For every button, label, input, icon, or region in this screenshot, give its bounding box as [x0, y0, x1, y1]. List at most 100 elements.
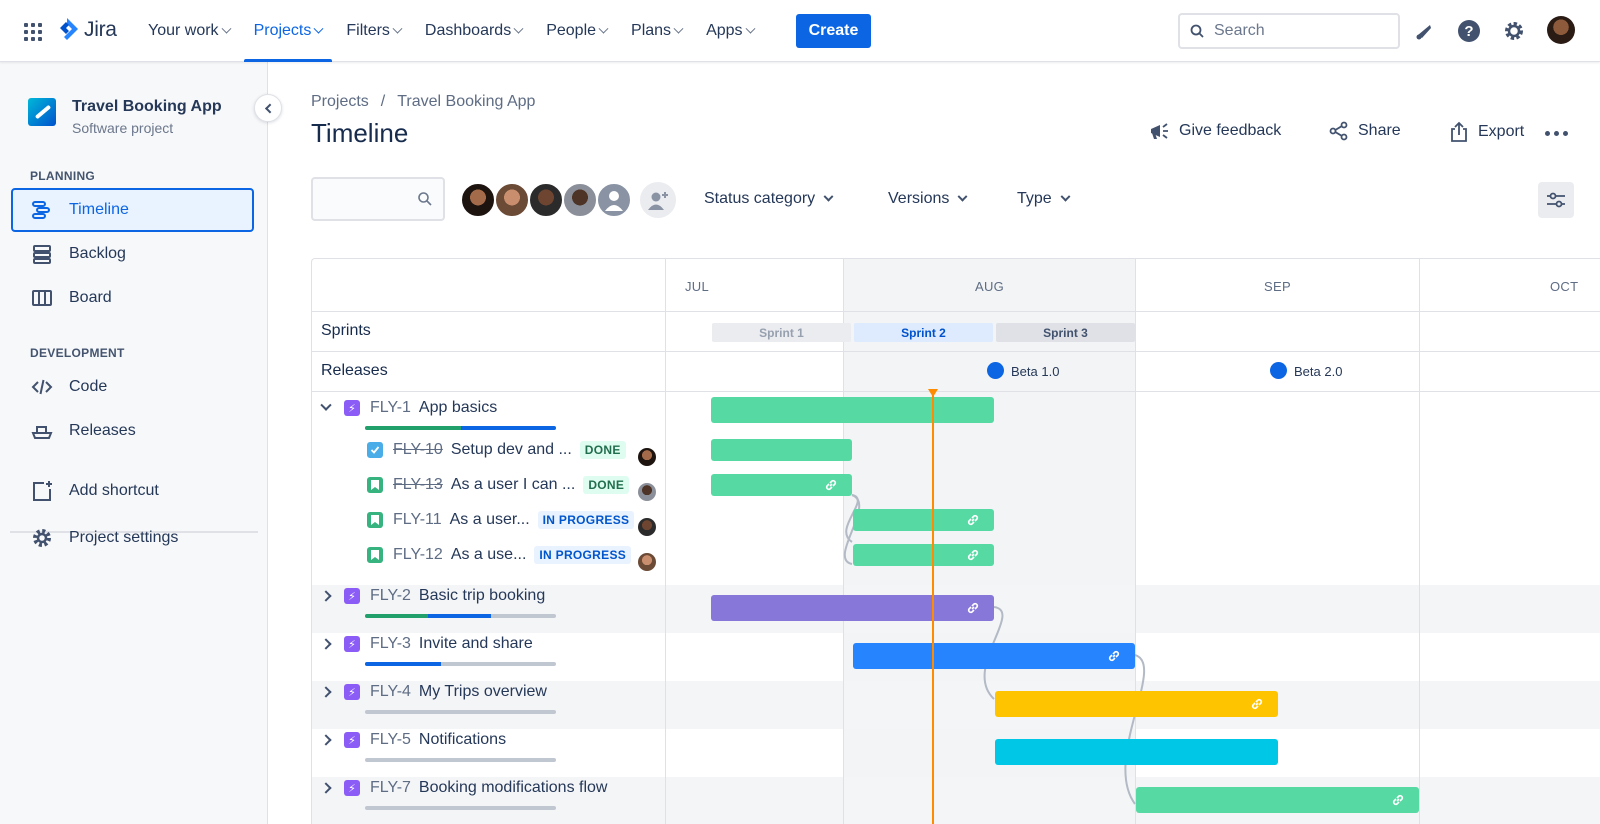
sidebar-item-releases[interactable]: Releases — [11, 409, 254, 453]
avatar[interactable] — [528, 182, 564, 218]
sprint-chip[interactable]: Sprint 3 — [996, 323, 1135, 342]
sprint-chip[interactable]: Sprint 2 — [854, 323, 993, 342]
assignee-avatar[interactable] — [638, 483, 656, 501]
assignee-avatar[interactable] — [638, 553, 656, 571]
sidebar-item-add-shortcut[interactable]: Add shortcut — [11, 469, 254, 513]
search-input[interactable] — [1214, 22, 1384, 40]
issue-row-fly-4[interactable]: ⚡ FLY-4 My Trips overview — [320, 683, 547, 701]
release-marker-icon[interactable] — [1270, 362, 1287, 379]
search-icon — [418, 192, 432, 206]
assignee-avatar[interactable] — [638, 448, 656, 466]
nav-filters[interactable]: Filters — [334, 0, 413, 62]
issue-row-fly-5[interactable]: ⚡ FLY-5 Notifications — [320, 731, 507, 749]
timeline-search-input[interactable] — [313, 179, 413, 219]
issue-title: Booking modifications flow — [418, 779, 608, 796]
task-icon — [367, 442, 383, 458]
sidebar-item-timeline[interactable]: Timeline — [11, 188, 254, 232]
collapse-chevron-icon[interactable] — [320, 399, 332, 411]
issue-row-fly-11[interactable]: FLY-11 As a user... IN PROGRESS — [367, 511, 635, 529]
unassigned-avatar[interactable] — [596, 182, 632, 218]
app-switcher-icon[interactable] — [24, 23, 42, 41]
chevron-down-icon — [313, 23, 324, 34]
link-icon — [1108, 650, 1120, 662]
issue-key: FLY-1 — [370, 399, 411, 416]
timeline-bar-fly-12[interactable] — [853, 544, 994, 566]
give-feedback-button[interactable]: Give feedback — [1148, 121, 1281, 141]
nav-your-work[interactable]: Your work — [136, 0, 242, 62]
sidebar-item-project-settings[interactable]: Project settings — [11, 516, 254, 560]
more-actions-icon[interactable] — [1545, 131, 1568, 136]
create-button[interactable]: Create — [796, 14, 871, 48]
nav-label: Filters — [346, 22, 390, 39]
breadcrumb-project[interactable]: Travel Booking App — [397, 93, 536, 110]
today-marker-icon — [928, 389, 938, 397]
breadcrumb-projects[interactable]: Projects — [311, 93, 369, 110]
avatar[interactable] — [1547, 16, 1575, 44]
issue-key: FLY-7 — [370, 779, 411, 796]
sidebar-item-backlog[interactable]: Backlog — [11, 232, 254, 276]
nav-people[interactable]: People — [534, 0, 619, 62]
issue-row-fly-2[interactable]: ⚡ FLY-2 Basic trip booking — [320, 587, 546, 605]
avatar[interactable] — [562, 182, 598, 218]
issue-row-fly-12[interactable]: FLY-12 As a use... IN PROGRESS — [367, 546, 632, 564]
type-filter[interactable]: Type — [1017, 190, 1071, 208]
sidebar-item-label: Backlog — [69, 245, 126, 262]
expand-chevron-icon[interactable] — [320, 638, 332, 650]
timeline-bar-fly-2[interactable] — [711, 595, 994, 621]
share-icon — [1329, 121, 1348, 141]
help-icon[interactable]: ? — [1456, 18, 1482, 44]
issue-row-fly-7[interactable]: ⚡ FLY-7 Booking modifications flow — [320, 779, 608, 797]
issue-row-fly-10[interactable]: FLY-10 Setup dev and ... DONE — [367, 441, 626, 459]
nav-dashboards[interactable]: Dashboards — [413, 0, 534, 62]
expand-chevron-icon[interactable] — [320, 686, 332, 698]
add-people-button[interactable] — [640, 182, 676, 218]
sidebar-item-board[interactable]: Board — [11, 276, 254, 320]
timeline-bar-fly-1[interactable] — [711, 397, 994, 423]
issue-row-fly-13[interactable]: FLY-13 As a user I can ... DONE — [367, 476, 630, 494]
timeline-bar-fly-13[interactable] — [711, 474, 852, 496]
project-header[interactable]: Travel Booking App Software project — [28, 98, 222, 136]
nav-projects[interactable]: Projects — [242, 0, 335, 62]
issue-title: Notifications — [418, 731, 507, 748]
versions-filter[interactable]: Versions — [888, 190, 968, 208]
sidebar-item-label: Code — [69, 378, 108, 395]
expand-chevron-icon[interactable] — [320, 782, 332, 794]
view-settings-button[interactable] — [1538, 182, 1574, 218]
share-label: Share — [1358, 122, 1401, 139]
timeline-bar-fly-5[interactable] — [995, 739, 1278, 765]
avatar[interactable] — [460, 182, 496, 218]
issue-title: Basic trip booking — [418, 587, 546, 604]
timeline-search[interactable] — [311, 177, 445, 221]
column-divider — [665, 259, 666, 824]
timeline-bar-fly-4[interactable] — [995, 691, 1278, 717]
notifications-icon[interactable] — [1411, 18, 1437, 44]
issue-key: FLY-13 — [393, 476, 443, 493]
issue-row-fly-3[interactable]: ⚡ FLY-3 Invite and share — [320, 635, 533, 653]
board-icon — [32, 290, 52, 306]
release-marker-icon[interactable] — [987, 362, 1004, 379]
issue-row-fly-1[interactable]: ⚡ FLY-1 App basics — [320, 399, 497, 417]
expand-chevron-icon[interactable] — [320, 734, 332, 746]
sidebar-item-label: Releases — [69, 422, 136, 439]
export-button[interactable]: Export — [1449, 121, 1524, 143]
collapse-sidebar-button[interactable] — [254, 94, 282, 122]
timeline-bar-fly-7[interactable] — [1136, 787, 1419, 813]
jira-logo[interactable]: Jira — [56, 18, 117, 42]
sidebar-item-code[interactable]: Code — [11, 365, 254, 409]
avatar[interactable] — [494, 182, 530, 218]
gear-icon — [33, 529, 51, 547]
sprint-chip[interactable]: Sprint 1 — [712, 323, 851, 342]
global-search[interactable] — [1178, 13, 1400, 49]
nav-plans[interactable]: Plans — [619, 0, 694, 62]
timeline-bar-fly-10[interactable] — [711, 439, 852, 461]
nav-apps[interactable]: Apps — [694, 0, 765, 62]
epic-icon: ⚡ — [344, 400, 360, 416]
share-button[interactable]: Share — [1329, 121, 1401, 141]
status-category-filter[interactable]: Status category — [704, 190, 834, 208]
timeline-bar-fly-3[interactable] — [853, 643, 1135, 669]
timeline-bar-fly-11[interactable] — [853, 509, 994, 531]
sidebar-item-label: Add shortcut — [69, 482, 159, 499]
settings-icon[interactable] — [1501, 18, 1527, 44]
expand-chevron-icon[interactable] — [320, 590, 332, 602]
assignee-avatar[interactable] — [638, 518, 656, 536]
